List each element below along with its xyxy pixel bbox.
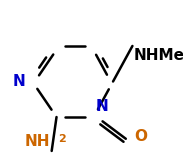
Text: O: O [134,129,147,144]
Text: NHMe: NHMe [134,48,183,63]
Text: N: N [95,99,108,114]
Text: NH: NH [25,134,50,149]
Text: 2: 2 [58,134,66,144]
Text: N: N [13,74,26,89]
